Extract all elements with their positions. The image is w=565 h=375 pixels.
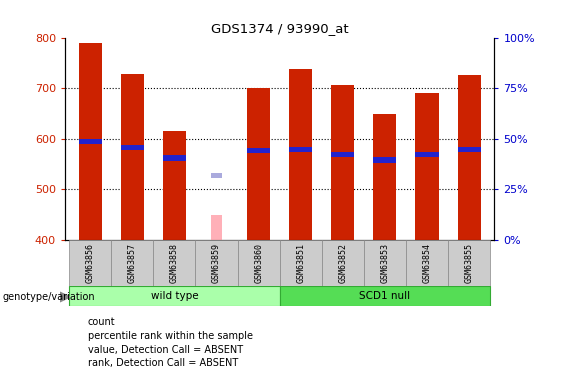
Text: genotype/variation: genotype/variation bbox=[3, 292, 95, 302]
Text: SCD1 null: SCD1 null bbox=[359, 291, 411, 301]
Bar bbox=[79, 139, 102, 144]
Bar bbox=[163, 131, 186, 240]
Text: GSM63857: GSM63857 bbox=[128, 243, 137, 284]
Bar bbox=[79, 43, 102, 240]
Text: GSM63852: GSM63852 bbox=[338, 243, 347, 284]
Text: value, Detection Call = ABSENT: value, Detection Call = ABSENT bbox=[88, 345, 243, 354]
Bar bbox=[111, 240, 153, 287]
Bar bbox=[121, 74, 144, 240]
Bar bbox=[415, 93, 438, 240]
Bar bbox=[406, 240, 448, 287]
Bar bbox=[280, 240, 322, 287]
Bar bbox=[448, 240, 490, 287]
Bar bbox=[211, 173, 222, 178]
Bar bbox=[69, 286, 280, 306]
Bar bbox=[69, 240, 111, 287]
Bar bbox=[458, 147, 481, 152]
Text: percentile rank within the sample: percentile rank within the sample bbox=[88, 331, 253, 340]
Bar bbox=[373, 114, 397, 240]
Bar bbox=[163, 156, 186, 160]
Bar bbox=[121, 145, 144, 150]
Bar bbox=[195, 240, 237, 287]
Bar bbox=[153, 240, 195, 287]
Text: GSM63860: GSM63860 bbox=[254, 243, 263, 284]
Bar bbox=[211, 214, 222, 240]
Text: GSM63855: GSM63855 bbox=[464, 243, 473, 284]
Bar bbox=[289, 147, 312, 152]
Text: GSM63858: GSM63858 bbox=[170, 243, 179, 284]
Text: rank, Detection Call = ABSENT: rank, Detection Call = ABSENT bbox=[88, 358, 238, 368]
Text: wild type: wild type bbox=[151, 291, 198, 301]
Bar bbox=[237, 240, 280, 287]
Bar bbox=[280, 286, 490, 306]
Text: GSM63856: GSM63856 bbox=[86, 243, 95, 284]
Text: count: count bbox=[88, 317, 115, 327]
Bar bbox=[331, 152, 354, 157]
Bar bbox=[373, 158, 397, 162]
Text: GSM63859: GSM63859 bbox=[212, 243, 221, 284]
Text: GSM63853: GSM63853 bbox=[380, 243, 389, 284]
Polygon shape bbox=[60, 292, 70, 302]
Bar bbox=[415, 152, 438, 157]
Bar bbox=[247, 148, 270, 153]
Title: GDS1374 / 93990_at: GDS1374 / 93990_at bbox=[211, 22, 349, 35]
Bar bbox=[364, 240, 406, 287]
Bar bbox=[322, 240, 364, 287]
Bar bbox=[247, 88, 270, 240]
Bar bbox=[289, 69, 312, 240]
Text: GSM63851: GSM63851 bbox=[296, 243, 305, 284]
Text: GSM63854: GSM63854 bbox=[423, 243, 432, 284]
Bar bbox=[331, 85, 354, 240]
Bar bbox=[458, 75, 481, 240]
